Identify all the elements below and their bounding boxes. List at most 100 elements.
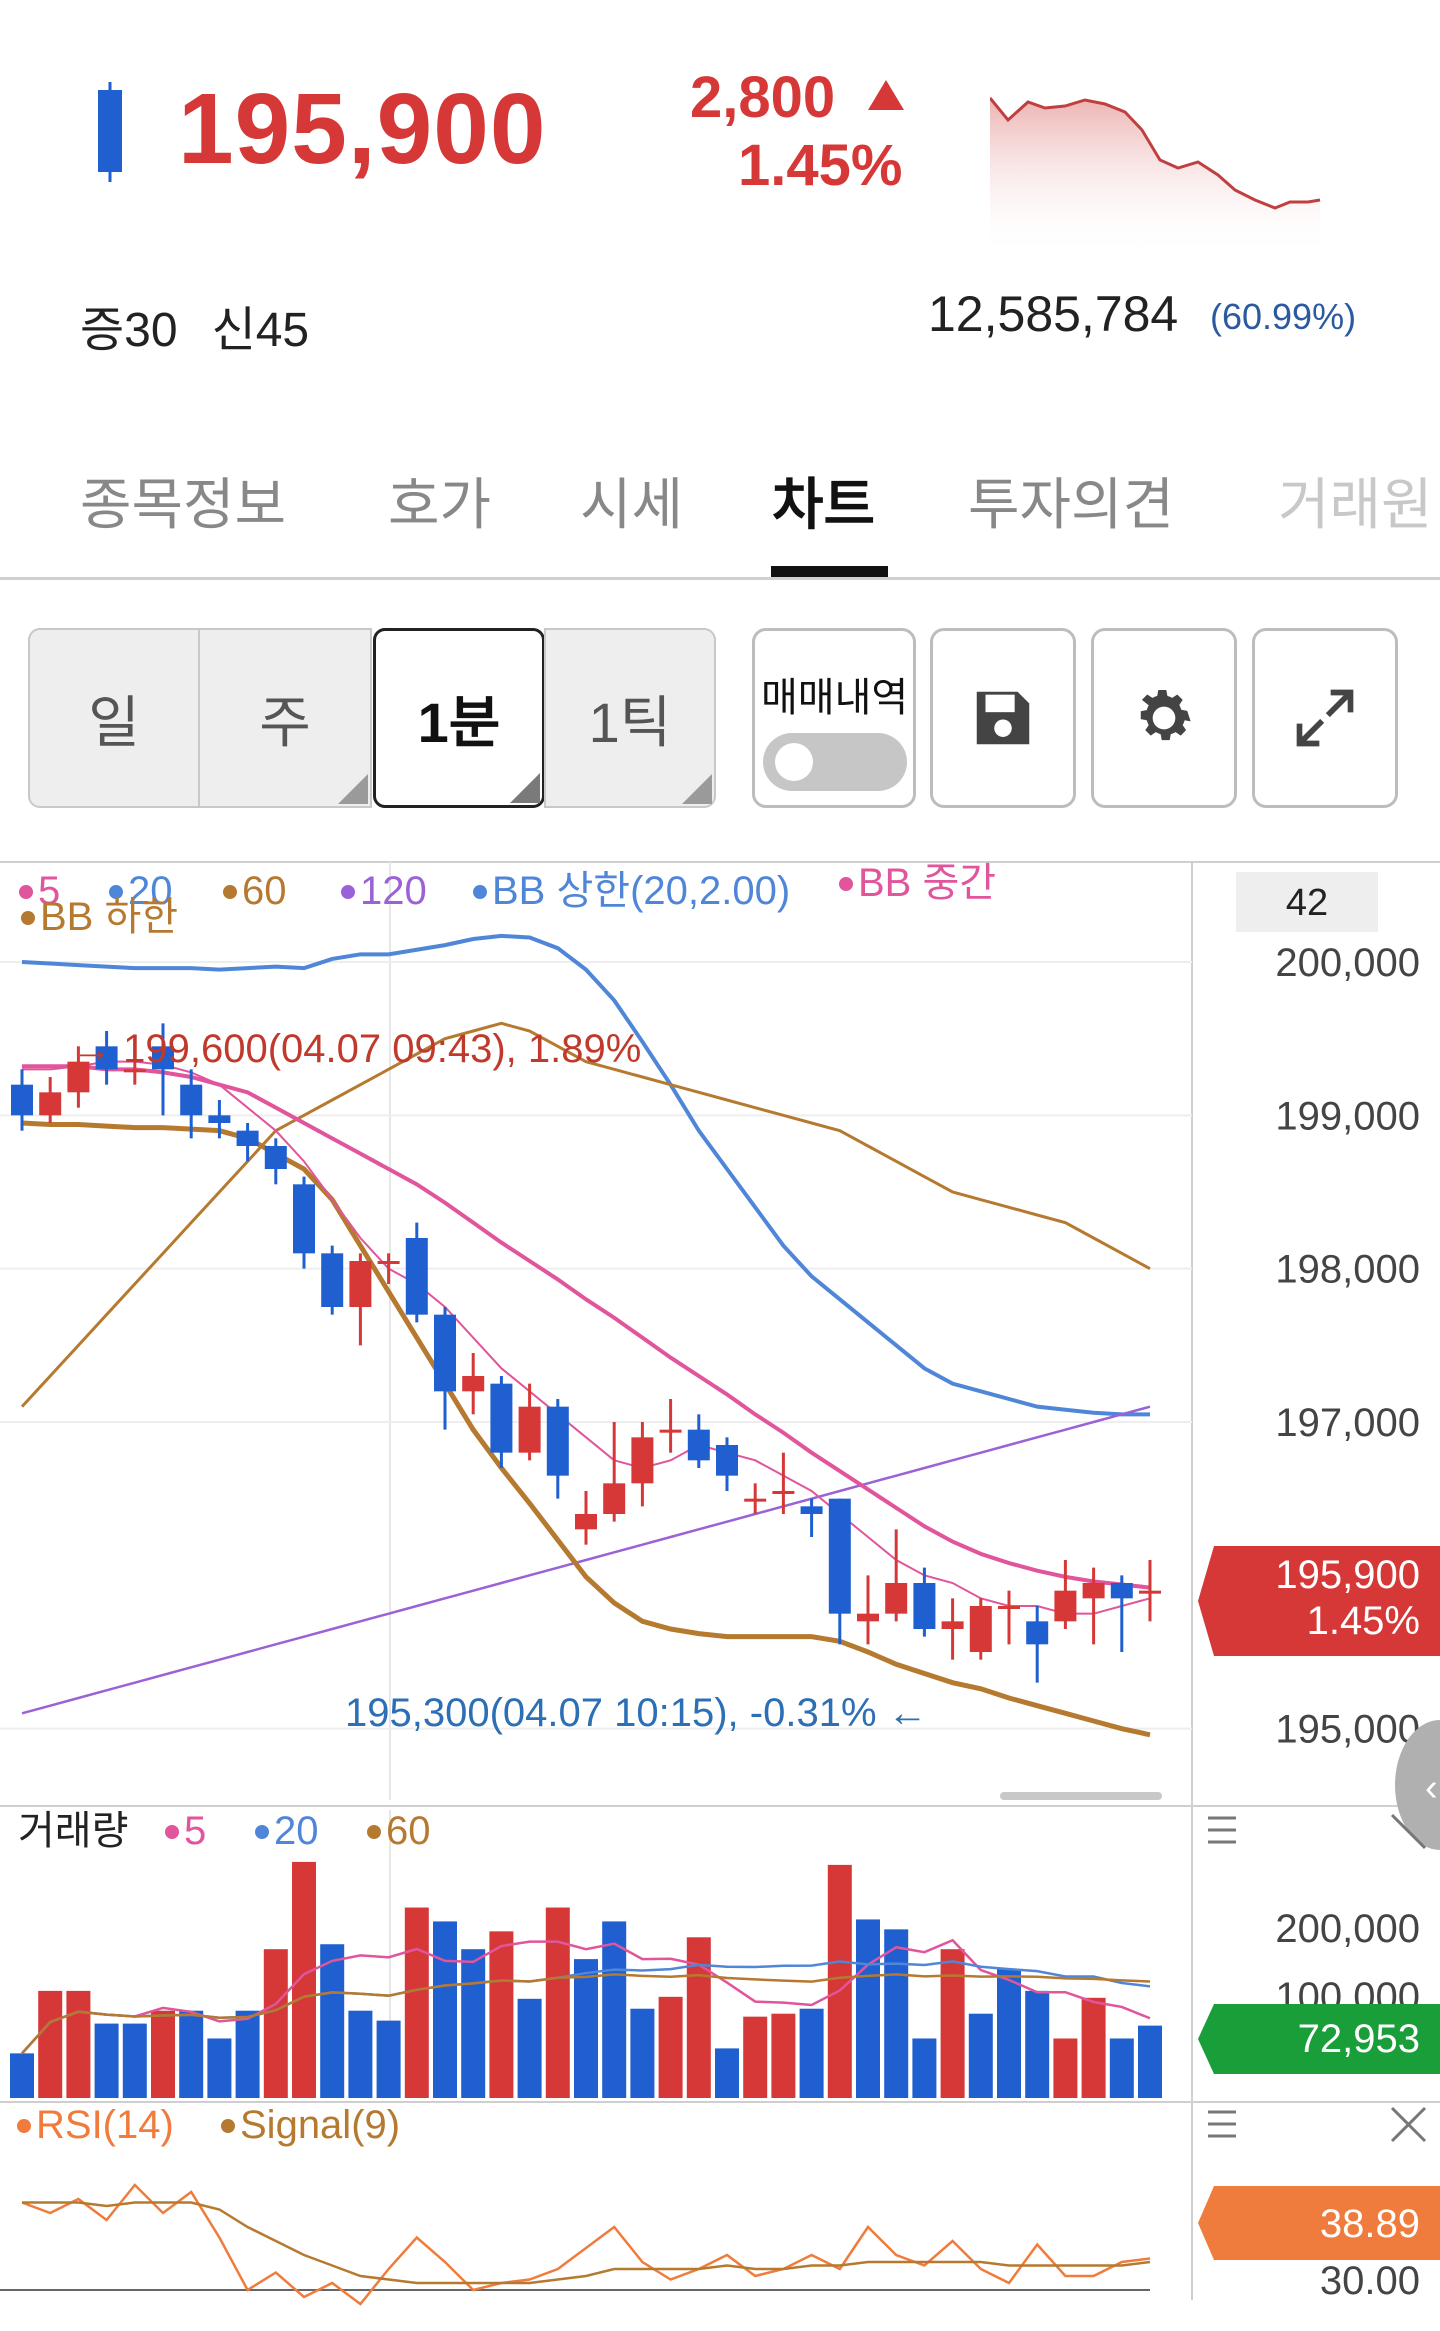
rsi-lines [0,2183,1151,2306]
volume-bars [10,1861,1162,2098]
high-annotation: → 199,600(04.07 09:43), 1.89% [72,1027,641,1071]
legend-dot [223,885,237,899]
candle-body [208,1115,231,1123]
volume-close-icon[interactable] [1390,1813,1427,1850]
candle-body [659,1429,682,1433]
period-1tick-button[interactable]: 1틱 [544,628,716,808]
volume-ratio: (60.99%) [1210,296,1357,337]
candle-body [687,1429,710,1461]
volume-bar [743,2016,768,2098]
volume-bar [489,1931,514,2098]
current-price-tag [1198,1546,1440,1656]
legend-dot [839,877,853,891]
volume-legend: 5 20 60 [165,1809,431,1853]
bb_upper-line [21,933,1150,1417]
expand-icon [1296,689,1354,747]
up-arrow-icon [868,80,904,110]
rsi-menu-icon[interactable] [1208,2110,1236,2138]
volume-bar [1025,1990,1050,2098]
active-tab-indicator [771,566,888,578]
trade-history-toggle[interactable]: 매매내역 [752,628,916,808]
volume-bar [1138,2025,1162,2098]
candle-body [885,1583,908,1614]
panel-collapse-handle[interactable] [1395,1720,1440,1850]
fullscreen-button[interactable] [1252,628,1398,808]
tab-broker[interactable]: 거래원 [1278,473,1433,536]
candle-body [321,1253,344,1307]
tab-orderbook[interactable]: 호가 [388,473,492,536]
legend-label: 20 [274,1809,319,1853]
volume-bar [1053,2038,1078,2098]
margin-badge: 증30 [80,304,178,357]
legend-dot [367,1825,381,1839]
volume-bar [715,2048,739,2098]
candles [11,1023,1161,1683]
volume-bar [884,1929,909,2098]
volume-bar [320,1944,345,2098]
zoom-box[interactable] [1236,872,1378,932]
period-day-label: 일 [88,690,140,754]
legend-label: BB 중간 [858,861,996,905]
volume-bar [574,1959,598,2098]
candle-body [349,1261,372,1307]
save-button[interactable] [930,628,1076,808]
period-day-button[interactable]: 일 [28,628,200,808]
candle-body [828,1498,851,1614]
period-1tick-label: 1틱 [588,690,672,754]
volume-bar [404,1907,429,2098]
credit-badge: 신45 [211,304,310,357]
tab-chart[interactable]: 차트 [772,473,876,536]
tab-stock-info[interactable]: 종목정보 [80,473,287,536]
tab-quotes[interactable]: 시세 [580,473,684,536]
candle-body [998,1606,1020,1609]
trade-history-label: 매매내역 [761,676,909,720]
volume-bar [771,2013,796,2098]
candle-body [236,1130,259,1146]
settings-button[interactable] [1091,628,1237,808]
price-change-percent: 1.45% [738,133,903,198]
volume-bar [630,2008,655,2098]
price-tick-label: 195,000 [1275,1708,1420,1752]
price-tick-label: 198,000 [1275,1248,1420,1292]
legend-label: 60 [242,869,287,913]
legend-label: Signal(9) [240,2103,400,2147]
rsi-close-icon[interactable] [1390,2106,1427,2143]
volume-tick-200k: 200,000 [1275,1907,1420,1951]
candle-body [39,1092,62,1116]
legend-dot [109,885,123,899]
ma120-line [21,1405,1151,1715]
candle-body [1054,1590,1077,1622]
ma60-line [20,1021,1151,1408]
candle-body [546,1406,569,1476]
candle-body [716,1445,738,1476]
candle-body [941,1621,964,1629]
price-tick-label: 197,000 [1275,1401,1420,1445]
legend-label: 120 [360,869,427,913]
volume-bar [940,1949,965,2098]
low-annotation: 195,300(04.07 10:15), -0.31% ← [345,1691,928,1735]
tab-opinion[interactable]: 투자의견 [968,473,1175,536]
candle-body [857,1613,879,1622]
volume-menu-icon[interactable] [1208,1816,1236,1844]
period-1min-label: 1분 [417,690,501,754]
toggle-knob [775,743,813,781]
price-tick-label: 199,000 [1275,1094,1420,1138]
zoom-label: 42 [1286,882,1328,924]
bb_mid-line [22,1064,1151,1590]
toggle-switch[interactable] [763,733,907,791]
candle-body [264,1146,287,1169]
period-1min-button[interactable]: 1분 [373,628,545,808]
volume-bar [517,1998,542,2098]
indicator-lines [20,933,1151,1738]
chart-panel[interactable]: 5 20 60 120 BB 상한(20,2.00) BB 중간 BB 하한 거래량 5 20… [0,860,1440,2331]
rsi-tick-30: 30.00 [1320,2259,1420,2303]
legend-label: BB 상한(20,2.00) [492,869,790,913]
legend-dot [165,1825,179,1839]
chart-scrollbar[interactable] [1000,1792,1162,1800]
gear-icon [1140,689,1191,741]
price-tick-label: 200,000 [1275,941,1420,985]
period-week-button[interactable]: 주 [198,628,372,808]
period-week-label: 주 [259,690,311,754]
volume-bar [461,1949,486,2098]
candle-body [180,1084,203,1116]
